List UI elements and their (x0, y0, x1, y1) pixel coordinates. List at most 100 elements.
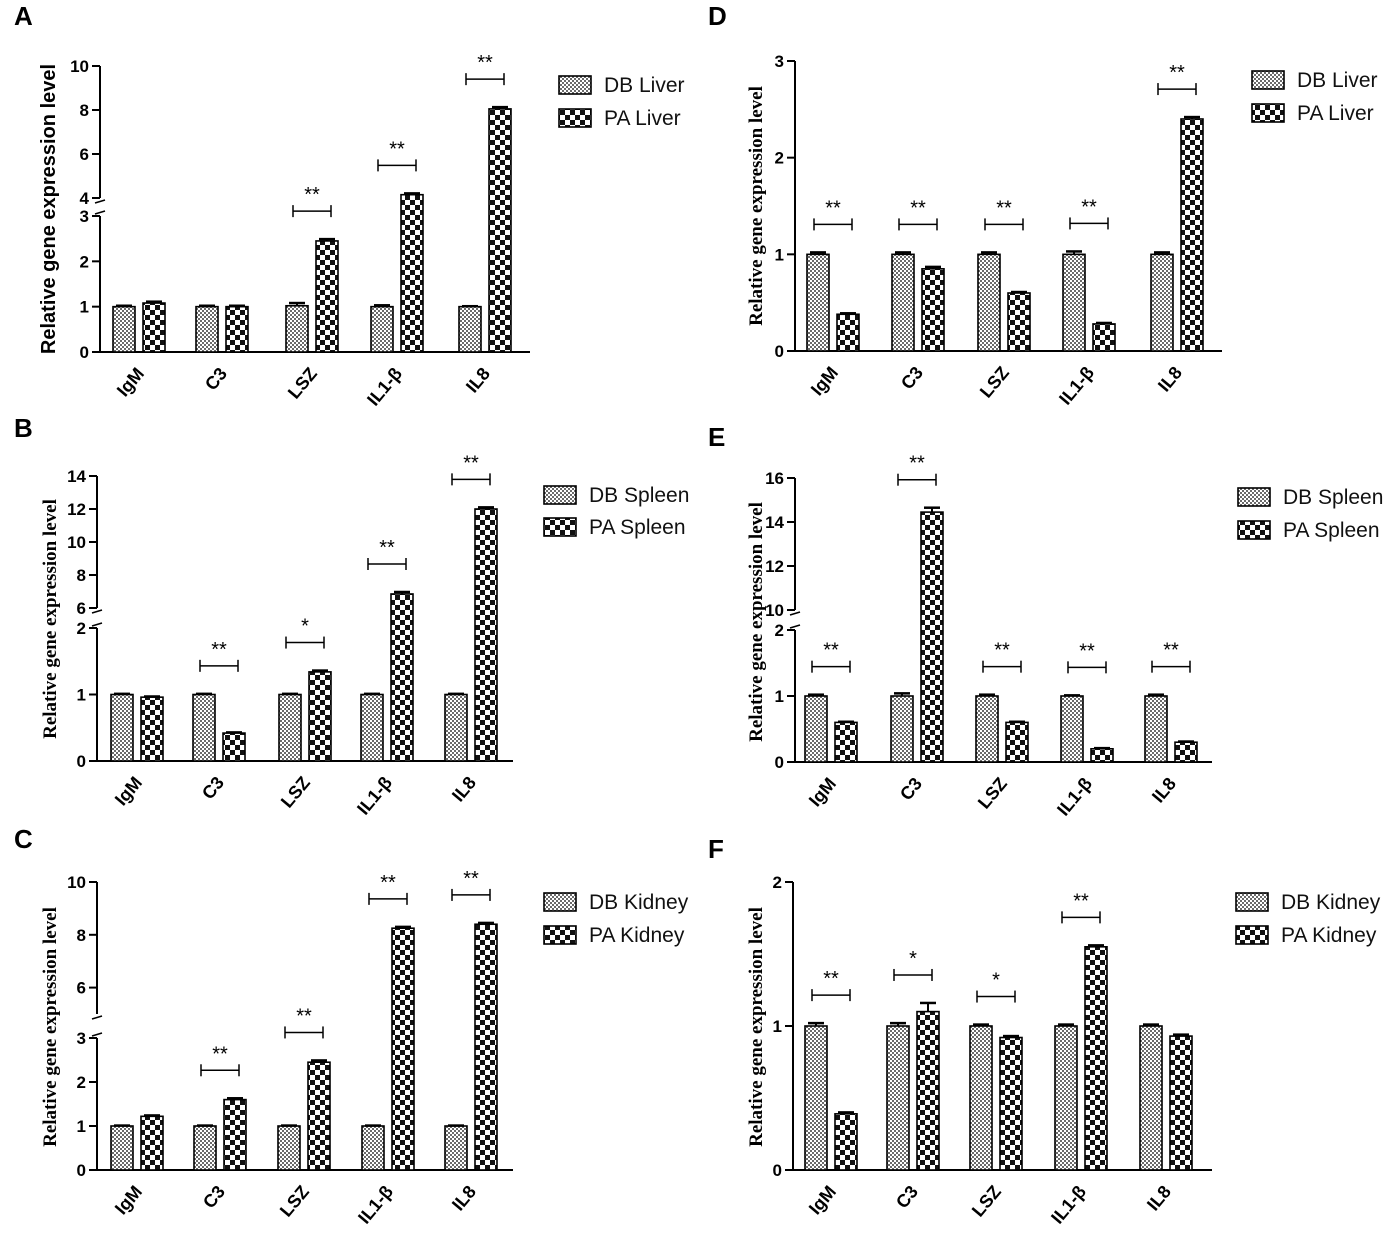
chart-panel-d: D Relative gene expression level 0 1 2 3 ** IgM… (708, 1, 1378, 409)
pa-bar-c3 (223, 1098, 247, 1171)
legend-label: DB Liver (604, 74, 685, 97)
db-bar-il1 (361, 1125, 385, 1171)
y-tick-label: 3 (77, 1029, 86, 1048)
axis-break-mark (94, 210, 106, 215)
pa-bar-igm (834, 1113, 858, 1171)
legend-swatch-db (1237, 487, 1271, 507)
db-bar-il1 (1054, 1025, 1078, 1171)
significance-label: ** (909, 453, 925, 475)
pa-bar-c3 (921, 268, 945, 352)
y-axis-label: Relative gene expression level (38, 64, 60, 354)
y-tick-label: 16 (765, 469, 784, 488)
db-bar-il1 (1062, 253, 1086, 352)
significance-label: ** (1169, 62, 1185, 84)
pa-bar-c3 (916, 1010, 940, 1171)
db-bar-c3 (891, 253, 915, 352)
x-category-label: IL8 (1148, 774, 1180, 807)
legend-label: PA Spleen (589, 516, 686, 539)
y-tick-label: 6 (77, 599, 86, 618)
db-bar-c3 (195, 305, 219, 353)
pa-bar-lsz (1005, 721, 1029, 763)
legend-swatch-pa (1235, 925, 1269, 945)
legend-label: DB Kidney (589, 891, 689, 914)
y-axis-label: Relative gene expression level (746, 86, 767, 326)
db-bar-lsz (969, 1025, 993, 1171)
x-category-label: IL8 (1143, 1182, 1175, 1215)
panel-letter-d: D (708, 1, 727, 31)
chart-panel-c: C Relative gene expression level 0 1 2 3 6 8 10 I… (14, 824, 689, 1228)
axis-break-mark (91, 622, 103, 627)
x-category-label: C3 (198, 773, 228, 803)
significance-label: ** (1163, 640, 1179, 662)
pa-bar-igm (834, 721, 858, 763)
x-category-label: C3 (201, 364, 231, 394)
axis-break-mark (94, 199, 106, 204)
pa-bar-igm (140, 696, 164, 762)
x-category-label: C3 (892, 1182, 922, 1212)
pa-bar-c3 (222, 732, 246, 762)
significance-label: ** (1079, 640, 1095, 662)
pa-bar-lsz (315, 240, 339, 353)
y-tick-label: 1 (775, 687, 784, 706)
db-bar-igm (804, 695, 828, 763)
y-tick-label: 8 (80, 101, 89, 120)
y-tick-label: 0 (773, 1161, 782, 1180)
y-tick-label: 6 (80, 145, 89, 164)
y-tick-label: 0 (775, 753, 784, 772)
significance-label: ** (463, 452, 479, 474)
significance-label: ** (379, 537, 395, 559)
panel-letter-a: A (14, 1, 33, 31)
x-category-label: LSZ (976, 363, 1013, 402)
panel-letter-e: E (708, 422, 725, 452)
x-category-label: LSZ (284, 364, 321, 403)
pa-bar-il8 (474, 923, 498, 1171)
legend-swatch-db (1251, 70, 1285, 90)
y-tick-label: 10 (67, 533, 86, 552)
y-axis-label: Relative gene expression level (40, 499, 61, 739)
significance-label: ** (823, 640, 839, 662)
legend-label: DB Spleen (589, 484, 689, 507)
pa-bar-c3 (920, 511, 944, 763)
significance-label: ** (477, 52, 493, 74)
x-category-label: IgM (113, 364, 148, 401)
x-category-label: IL1-β (353, 773, 396, 819)
pa-bar-il8 (1169, 1035, 1193, 1171)
significance-label: ** (296, 1005, 312, 1027)
legend-label: PA Kidney (589, 924, 685, 947)
axis-break-mark (91, 1015, 103, 1020)
db-bar-il8 (458, 305, 482, 353)
significance-label: ** (823, 968, 839, 990)
db-bar-il1 (360, 693, 384, 762)
panel-letter-c: C (14, 824, 33, 854)
x-category-label: IL8 (1154, 363, 1186, 396)
y-tick-label: 4 (80, 189, 90, 208)
significance-label: ** (389, 138, 405, 160)
y-tick-label: 3 (775, 52, 784, 71)
y-tick-label: 12 (67, 500, 86, 519)
y-tick-label: 10 (765, 601, 784, 620)
x-category-label: IgM (111, 773, 146, 810)
pa-bar-il8 (1180, 118, 1204, 352)
pa-bar-il8 (1174, 741, 1198, 763)
db-bar-il8 (444, 693, 468, 762)
x-category-label: LSZ (276, 1182, 313, 1221)
y-axis-label: Relative gene expression level (40, 907, 61, 1147)
y-tick-label: 2 (77, 1073, 86, 1092)
y-tick-label: 6 (77, 979, 86, 998)
x-category-label: IL8 (462, 364, 494, 397)
axis-break-mark (789, 611, 801, 616)
y-tick-label: 2 (775, 149, 784, 168)
x-category-label: LSZ (974, 774, 1011, 813)
pa-bar-il1 (1084, 945, 1108, 1171)
y-tick-label: 14 (765, 513, 784, 532)
x-category-label: IgM (805, 774, 840, 811)
significance-label: ** (304, 184, 320, 206)
y-tick-label: 1 (80, 298, 89, 317)
significance-label: ** (1081, 196, 1097, 218)
pa-bar-il1 (400, 193, 424, 353)
panel-letter-b: B (14, 413, 33, 443)
legend-label: PA Liver (1297, 102, 1374, 125)
legend-label: DB Spleen (1283, 486, 1383, 509)
